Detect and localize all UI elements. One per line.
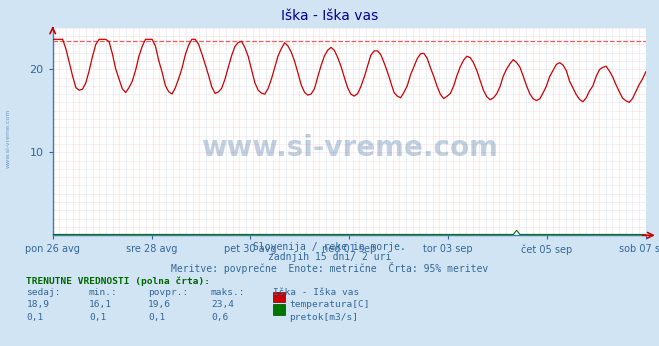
Text: pretok[m3/s]: pretok[m3/s]	[289, 313, 358, 322]
Text: 18,9: 18,9	[26, 300, 49, 309]
Text: www.si-vreme.com: www.si-vreme.com	[5, 109, 11, 168]
Text: TRENUTNE VREDNOSTI (polna črta):: TRENUTNE VREDNOSTI (polna črta):	[26, 277, 210, 286]
Text: 0,6: 0,6	[211, 313, 228, 322]
Text: zadnjih 15 dni/ 2 uri: zadnjih 15 dni/ 2 uri	[268, 252, 391, 262]
Text: Meritve: povprečne  Enote: metrične  Črta: 95% meritev: Meritve: povprečne Enote: metrične Črta:…	[171, 262, 488, 274]
Text: 0,1: 0,1	[89, 313, 106, 322]
Text: 16,1: 16,1	[89, 300, 112, 309]
Text: 19,6: 19,6	[148, 300, 171, 309]
Text: povpr.:: povpr.:	[148, 288, 188, 297]
Text: Iška - Iška vas: Iška - Iška vas	[281, 9, 378, 22]
Text: 23,4: 23,4	[211, 300, 234, 309]
Text: sedaj:: sedaj:	[26, 288, 61, 297]
Text: Iška - Iška vas: Iška - Iška vas	[273, 288, 360, 297]
Text: temperatura[C]: temperatura[C]	[289, 300, 370, 309]
Text: Slovenija / reke in morje.: Slovenija / reke in morje.	[253, 242, 406, 252]
Text: www.si-vreme.com: www.si-vreme.com	[201, 134, 498, 162]
Text: maks.:: maks.:	[211, 288, 245, 297]
Text: 0,1: 0,1	[148, 313, 165, 322]
Text: min.:: min.:	[89, 288, 118, 297]
Text: 0,1: 0,1	[26, 313, 43, 322]
